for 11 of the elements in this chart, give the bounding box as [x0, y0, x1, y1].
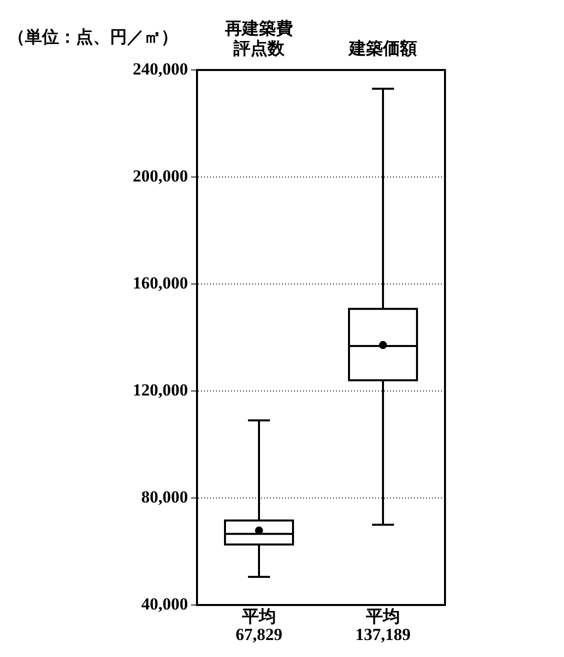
y-tick-label: 160,000 — [132, 273, 188, 292]
y-tick-label: 80,000 — [141, 487, 188, 506]
y-tick-label: 40,000 — [141, 594, 188, 614]
x-tick-label: 建築価額 — [347, 39, 417, 58]
y-tick-label: 240,000 — [132, 59, 188, 78]
text: 平均 137,189 — [355, 606, 411, 644]
text: 平均 67,829 — [236, 606, 282, 644]
y-tick-label: 200,000 — [132, 166, 188, 186]
y-tick-label: 120,000 — [132, 380, 188, 400]
x-tick-label: 再建築費評点数 — [224, 18, 293, 58]
y-axis-title: （単位：点、円／㎡） — [8, 27, 178, 46]
